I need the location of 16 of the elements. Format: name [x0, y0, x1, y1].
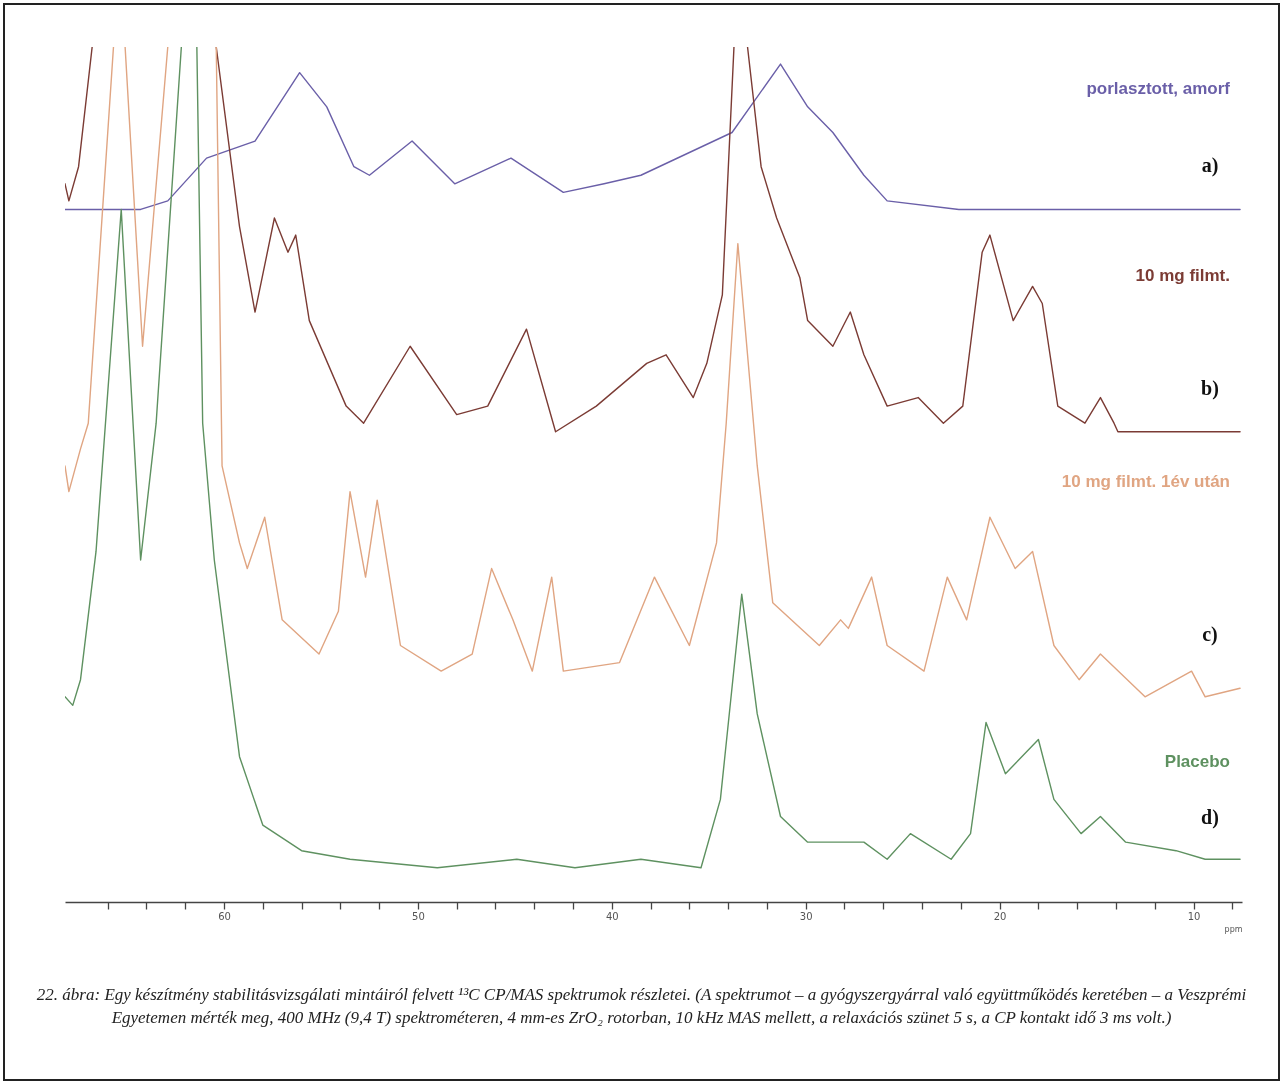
- x-tick-label: 30: [799, 910, 813, 922]
- text: 10 mg filmt. 1év után: [1061, 472, 1230, 492]
- x-tick-label: 50: [412, 910, 425, 922]
- text: porlasztott, amorf: [1086, 79, 1231, 99]
- annotation: a): [1201, 154, 1219, 178]
- x-tick-label: 40: [605, 910, 619, 922]
- x-tick-label: 60: [218, 910, 231, 922]
- annotation: b): [1201, 376, 1219, 400]
- x-tick-label: 20: [993, 910, 1007, 922]
- x-tick-label: 10: [1187, 910, 1201, 922]
- text: 22. ábra: Egy készítmény stabilitásvizsgálati mintáiról felvett ¹³C CP/MAS spektrumok részletei. (A spektrumot – a gyógyszergyárral való együttműködés keretében – a Veszprémi Egyetemen mérték meg, 400 MHz (9,4 T) spektrométeren, 4 mm-es ZrO₂ rotorban, 10 kHz MAS mellett, a relaxációs szünet 5 s, a CP kontakt idő 3 ms volt.): [35, 984, 1248, 1029]
- x-axis-title: ppm: [1224, 924, 1243, 934]
- annotation: c): [1202, 623, 1218, 647]
- annotation: d): [1201, 806, 1219, 830]
- text: Placebo: [1164, 752, 1230, 772]
- text: 10 mg filmt.: [1135, 265, 1230, 285]
